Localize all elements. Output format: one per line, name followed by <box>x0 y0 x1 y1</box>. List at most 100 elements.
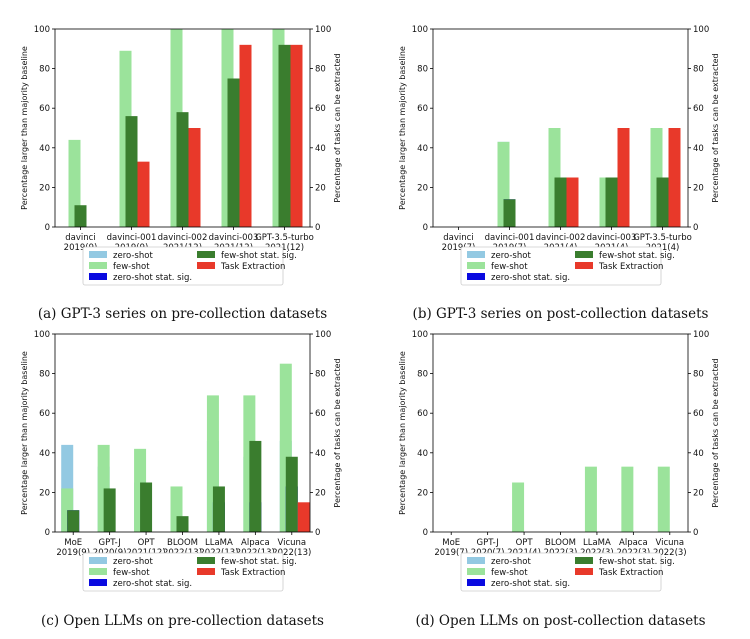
legend-swatch-zero-shot-sig <box>467 579 485 586</box>
legend-label-few-shot-sig: few-shot stat. sig. <box>599 557 675 567</box>
ytick-label-right: 100 <box>315 25 331 35</box>
legend-label-zero-shot: zero-shot <box>113 557 153 567</box>
ytick-label-right: 80 <box>315 65 326 75</box>
category-name: MoE <box>442 538 460 548</box>
plot-frame <box>432 333 689 533</box>
ytick-label-right: 80 <box>693 370 704 380</box>
legend-label-few-shot-sig: few-shot stat. sig. <box>221 251 297 261</box>
category-date: 2019(9) <box>56 548 90 558</box>
legend-box <box>82 552 284 592</box>
bar-few-shot-sig-6 <box>285 456 298 532</box>
ytick-label-left: 80 <box>39 65 50 75</box>
y-axis-label-left: Percentage larger than majority baseline <box>20 46 29 210</box>
ytick-label-right: 60 <box>693 409 704 419</box>
category-name: davinci-001 <box>107 233 157 243</box>
ytick-label-left: 100 <box>34 330 50 340</box>
category-name: davinci-003 <box>209 233 259 243</box>
legend-swatch-zero-shot-sig <box>89 273 107 280</box>
legend-label-few-shot: few-shot <box>113 568 150 578</box>
legend-label-few-shot: few-shot <box>491 568 528 578</box>
legend-label-zero-shot-sig: zero-shot stat. sig. <box>113 273 192 283</box>
ytick-label-right: 20 <box>693 183 704 193</box>
bar-task-extraction-2 <box>188 128 201 227</box>
ytick-label-left: 20 <box>39 183 50 193</box>
category-name: davinci <box>65 233 95 243</box>
category-name: davinci-001 <box>485 233 535 243</box>
bar-few-shot-sig-1 <box>103 488 116 532</box>
category-date: 2022(3) <box>653 548 687 558</box>
bar-task-extraction-1 <box>137 161 150 227</box>
bar-few-shot-sig-2 <box>140 482 153 532</box>
bar-task-extraction-2 <box>566 177 579 227</box>
caption: (a) GPT-3 series on pre-collection datas… <box>38 306 327 322</box>
bar-few-shot-sig-1 <box>503 199 516 227</box>
legend-label-task-extraction: Task Extraction <box>220 262 285 272</box>
legend-box <box>460 246 662 286</box>
legend-label-zero-shot-sig: zero-shot stat. sig. <box>491 579 570 589</box>
ytick-label-left: 80 <box>417 370 428 380</box>
ytick-label-left: 0 <box>423 223 428 233</box>
ytick-label-right: 100 <box>693 330 709 340</box>
category-name: GPT-3.5-turbo <box>255 233 314 243</box>
bar-few-shot-sig-3 <box>605 177 618 227</box>
ytick-label-left: 80 <box>39 370 50 380</box>
legend-swatch-few-shot <box>89 262 107 269</box>
ytick-label-left: 20 <box>39 488 50 498</box>
ytick-label-left: 20 <box>417 183 428 193</box>
ytick-label-right: 0 <box>693 223 698 233</box>
bar-task-extraction-4 <box>290 44 303 228</box>
ytick-label-left: 0 <box>45 528 50 538</box>
ytick-label-left: 100 <box>34 25 50 35</box>
y-axis-label-right: Percentage of tasks can be extracted <box>333 53 342 202</box>
ytick-label-left: 40 <box>417 144 428 154</box>
ytick-label-left: 60 <box>39 409 50 419</box>
category-name: GPT-J <box>477 538 499 548</box>
legend-swatch-few-shot <box>89 568 107 575</box>
y-axis-label-right: Percentage of tasks can be extracted <box>333 358 342 507</box>
category-name: MoE <box>64 538 82 548</box>
bar-few-shot-sig-1 <box>125 116 138 227</box>
category-date: 2019(7) <box>434 548 468 558</box>
bar-few-shot-sig-4 <box>656 177 669 227</box>
legend-label-task-extraction: Task Extraction <box>598 262 663 272</box>
bar-few-shot-4 <box>584 466 597 532</box>
category-date: 2021(4) <box>646 243 680 253</box>
ytick-label-right: 20 <box>315 488 326 498</box>
category-name: GPT-3.5-turbo <box>633 233 692 243</box>
ytick-label-right: 80 <box>693 65 704 75</box>
legend-label-zero-shot: zero-shot <box>491 251 531 261</box>
bar-few-shot-sig-3 <box>176 516 189 532</box>
category-date: 2019(7) <box>442 243 476 253</box>
category-date: 2021(12) <box>265 243 304 253</box>
ytick-label-left: 100 <box>412 330 428 340</box>
ytick-label-right: 100 <box>693 25 709 35</box>
bar-few-shot-sig-3 <box>227 78 240 227</box>
category-name: OPT <box>138 538 156 548</box>
bar-few-shot-sig-2 <box>554 177 567 227</box>
category-name: davinci-003 <box>587 233 637 243</box>
category-name: GPT-J <box>99 538 121 548</box>
category-name: davinci-002 <box>536 233 586 243</box>
ytick-label-left: 0 <box>45 223 50 233</box>
category-name: Alpaca <box>241 538 270 548</box>
category-date: 2022(13) <box>272 548 311 558</box>
ytick-label-right: 20 <box>315 183 326 193</box>
legend-swatch-task-extraction <box>575 568 593 575</box>
ytick-label-left: 40 <box>417 449 428 459</box>
legend-box <box>82 246 284 286</box>
ytick-label-left: 60 <box>417 104 428 114</box>
y-axis-label-right: Percentage of tasks can be extracted <box>711 53 720 202</box>
category-name: Vicuna <box>655 538 684 548</box>
category-name: Alpaca <box>619 538 648 548</box>
bar-few-shot-2 <box>512 482 525 532</box>
legend-label-zero-shot: zero-shot <box>491 557 531 567</box>
category-date: 2019(9) <box>64 243 98 253</box>
